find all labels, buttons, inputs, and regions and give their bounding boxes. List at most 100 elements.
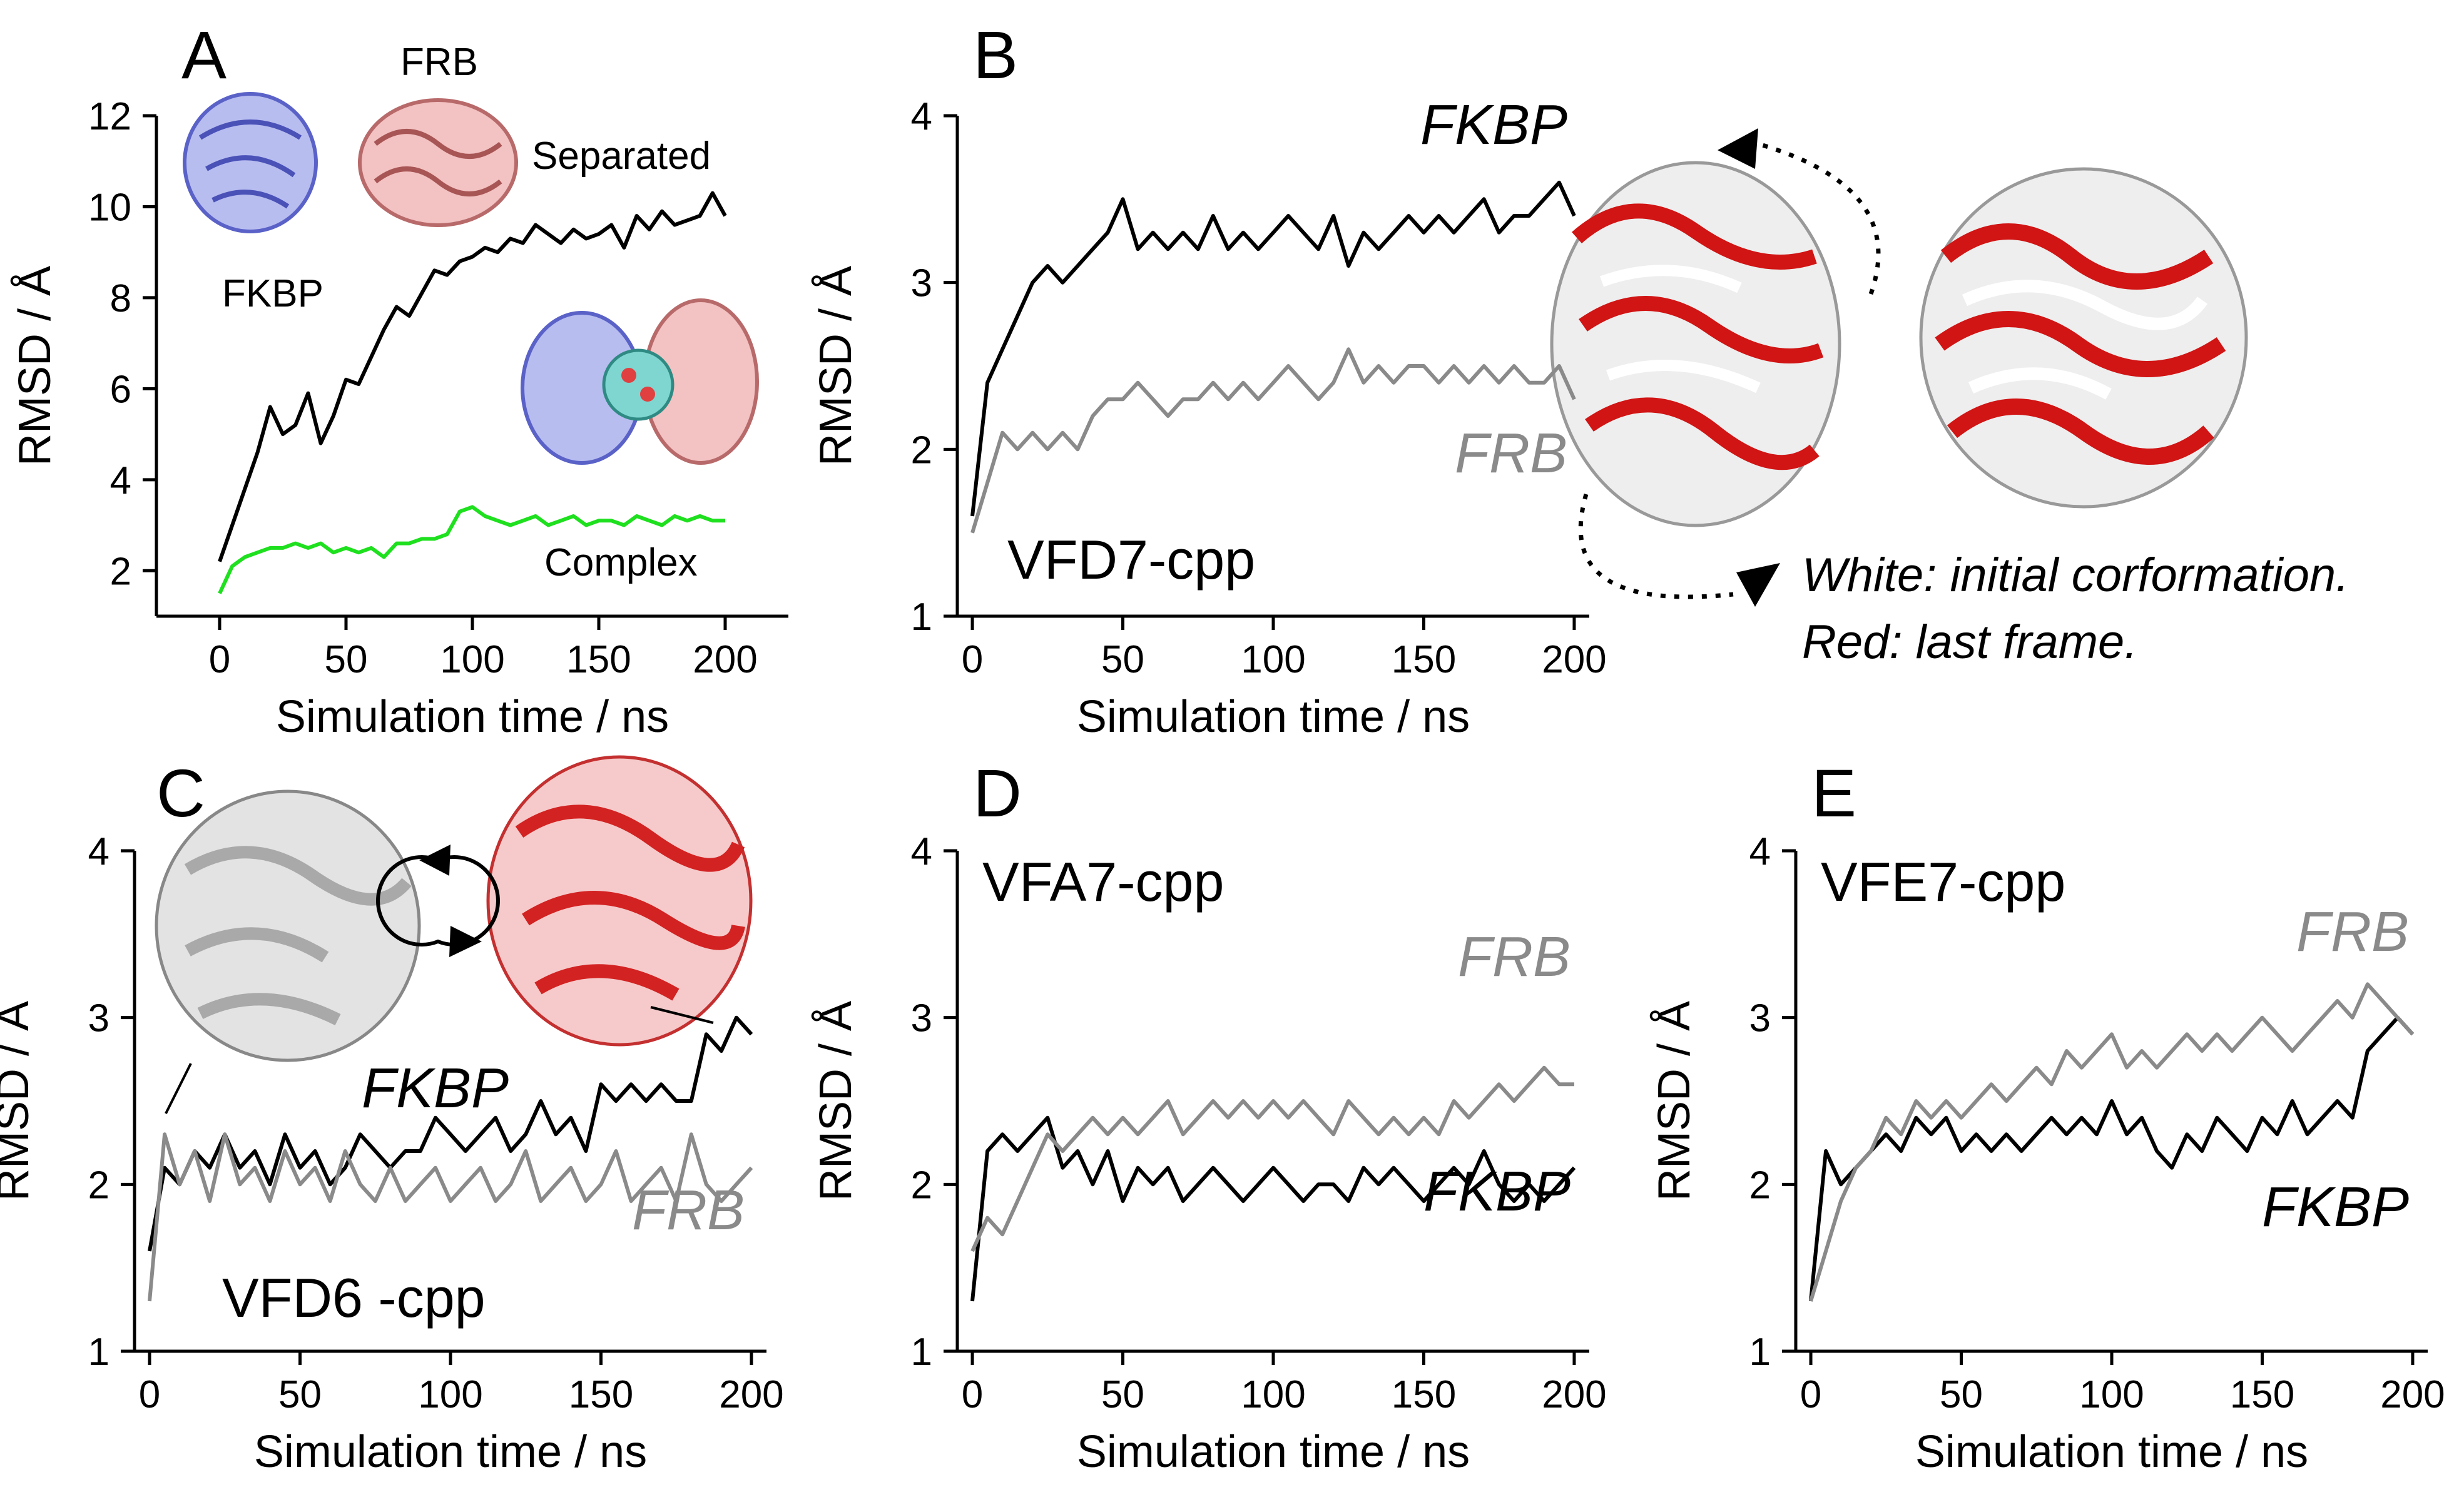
panel-b-title: VFD7-cpp <box>1007 529 1255 591</box>
x-tick-label: 0 <box>962 638 983 681</box>
x-tick-label: 150 <box>2230 1373 2294 1416</box>
y-tick-label: 1 <box>88 1331 109 1374</box>
exchange-arrow-top-icon <box>419 845 451 876</box>
y-axis-label: RMSD / Å <box>1649 1001 1699 1201</box>
x-tick-label: 50 <box>278 1373 322 1416</box>
y-tick-label: 3 <box>1749 997 1771 1040</box>
y-tick-label: 1 <box>911 596 932 639</box>
panel-letter-e: E <box>1811 755 1856 831</box>
panel-letter-d: D <box>973 755 1022 831</box>
y-tick-label: 12 <box>88 95 131 138</box>
y-tick-label: 8 <box>110 277 131 320</box>
series-line-fkbp <box>148 1015 753 1252</box>
arrowhead-top-icon <box>1718 128 1758 169</box>
x-tick-label: 0 <box>1800 1373 1821 1416</box>
panel-c: C VFD6 -cpp FKBP FRB <box>155 755 753 1329</box>
panel-c-title: VFD6 -cpp <box>222 1267 486 1329</box>
y-tick-label: 4 <box>88 830 109 873</box>
fkbp-structure-label: FKBP <box>222 272 323 315</box>
frb-structure-label: FRB <box>400 41 478 84</box>
x-tick-label: 0 <box>139 1373 160 1416</box>
panel-d-frb-label: FRB <box>1458 926 1571 988</box>
y-tick-label: 4 <box>911 830 932 873</box>
y-tick-label: 4 <box>1749 830 1771 873</box>
rotation-arrow-bottom <box>1578 494 1734 599</box>
x-tick-label: 200 <box>719 1373 783 1416</box>
complex-label: Complex <box>544 541 698 584</box>
plot-d: 0 50 100 150 200 1 2 3 4 Simulation time / ns RMSD… <box>811 830 1607 1477</box>
y-tick-label: 1 <box>911 1331 932 1374</box>
fkbp-overlay-structure-image <box>1550 161 1841 527</box>
series-line-separated <box>218 191 727 562</box>
panel-letter-b: B <box>973 17 1018 93</box>
series-line-frb <box>148 1132 753 1302</box>
y-tick-label: 4 <box>110 459 131 502</box>
y-tick-label: 6 <box>110 368 131 411</box>
x-axis-label: Simulation time / ns <box>1077 692 1470 742</box>
panel-c-fkbp-label: FKBP <box>362 1057 509 1120</box>
x-tick-label: 100 <box>2079 1373 2144 1416</box>
fkbp-final-structure-image <box>486 755 753 1047</box>
pointer-arrow-right <box>650 1006 714 1024</box>
fkbp-initial-structure-image <box>155 789 421 1062</box>
x-tick-label: 50 <box>1101 1373 1144 1416</box>
series-line-fkbp <box>970 1115 1576 1302</box>
frb-overlay-structure-image <box>1919 167 2248 509</box>
x-tick-label: 100 <box>440 638 504 681</box>
panel-b-fkbp-label: FKBP <box>1420 94 1567 156</box>
y-axis-label: RMSD / Å <box>10 266 60 466</box>
plot-c: 0 50 100 150 200 1 2 3 4 Simulation time / ns RMSD… <box>0 830 784 1477</box>
separated-label: Separated <box>532 134 711 178</box>
x-tick-label: 100 <box>1241 1373 1305 1416</box>
y-tick-label: 3 <box>911 262 932 305</box>
x-tick-label: 100 <box>418 1373 482 1416</box>
exchange-arrow-bottom-icon <box>449 926 482 957</box>
panel-c-frb-label: FRB <box>632 1179 745 1242</box>
y-tick-label: 2 <box>1749 1164 1771 1207</box>
panel-e: E VFE7-cpp FRB FKBP <box>1811 755 2409 1239</box>
rotation-arrow-top <box>1758 141 1881 295</box>
x-axis-label: Simulation time / ns <box>254 1427 647 1477</box>
panel-d-fkbp-label: FKBP <box>1423 1160 1571 1223</box>
y-axis-label: RMSD / Å <box>0 1001 38 1201</box>
exchange-circle <box>376 855 500 946</box>
x-tick-label: 150 <box>1392 638 1456 681</box>
panel-letter-c: C <box>156 755 205 831</box>
x-tick-label: 50 <box>1940 1373 1983 1416</box>
y-tick-label: 2 <box>911 1164 932 1207</box>
series-line-frb <box>1809 982 2415 1302</box>
x-tick-label: 100 <box>1241 638 1305 681</box>
x-tick-label: 0 <box>962 1373 983 1416</box>
x-tick-label: 150 <box>569 1373 633 1416</box>
fkbp-structure-image <box>183 92 318 233</box>
y-axis-label: RMSD / Å <box>811 266 861 466</box>
panel-d-title: VFA7-cpp <box>982 851 1224 913</box>
series-line-complex <box>218 505 725 594</box>
y-axis-label: RMSD / Å <box>811 1001 861 1201</box>
panel-d: D VFA7-cpp FRB FKBP <box>973 755 1571 1223</box>
panel-b: B VFD7-cpp FKBP FRB White: initial corfo… <box>973 17 2349 669</box>
y-tick-label: 3 <box>88 997 109 1040</box>
x-tick-label: 200 <box>693 638 757 681</box>
x-tick-label: 150 <box>1392 1373 1456 1416</box>
panel-letter-a: A <box>181 17 227 93</box>
y-tick-label: 2 <box>88 1164 109 1207</box>
x-tick-label: 0 <box>209 638 230 681</box>
x-tick-label: 200 <box>2380 1373 2445 1416</box>
panel-a: A Separated Complex FRB FKBP <box>181 17 759 584</box>
y-tick-label: 4 <box>911 95 932 138</box>
panel-e-title: VFE7-cpp <box>1821 851 2065 913</box>
panel-b-frb-label: FRB <box>1455 422 1567 485</box>
series-line-fkbp <box>970 180 1576 517</box>
plot-a: 0 50 100 150 200 2 4 6 8 10 12 Simulation time / ns… <box>10 95 788 742</box>
plot-b: 0 50 100 150 200 1 2 3 4 Simulation time / ns RMSD… <box>811 95 1607 742</box>
y-tick-label: 2 <box>911 429 932 472</box>
structure-note-line1: White: initial corformation. <box>1802 549 2349 602</box>
panel-e-frb-label: FRB <box>2296 901 2409 963</box>
y-tick-label: 10 <box>88 186 131 229</box>
x-axis-label: Simulation time / ns <box>1077 1427 1470 1477</box>
y-tick-label: 1 <box>1749 1331 1771 1374</box>
y-tick-label: 3 <box>911 997 932 1040</box>
